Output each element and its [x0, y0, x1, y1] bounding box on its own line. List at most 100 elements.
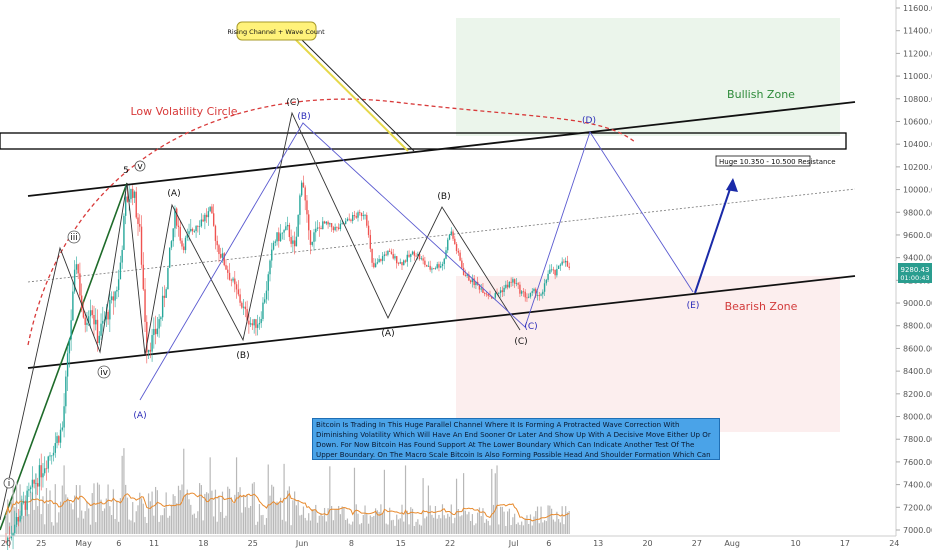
volume-bar [556, 511, 558, 534]
candle-body [554, 269, 556, 276]
volume-bar [503, 511, 505, 534]
candle-body [454, 238, 456, 245]
x-tick-label: 25 [248, 539, 258, 548]
volume-bar [334, 508, 336, 534]
volume-bar [507, 511, 509, 534]
volume-bar [392, 519, 394, 534]
y-tick-label: 7800.00 [903, 435, 932, 444]
candle-body [380, 259, 382, 261]
candle-body [418, 254, 421, 260]
candle-body [392, 253, 394, 259]
candle-body [352, 215, 354, 221]
volume-bar [487, 520, 489, 534]
volume-bar [17, 519, 19, 534]
candle-body [36, 483, 39, 487]
candle-body [417, 254, 419, 256]
x-tick-label: 13 [593, 539, 603, 548]
volume-bar [28, 514, 30, 534]
y-tick-label: 8000.00 [903, 413, 932, 422]
candle-body [56, 436, 58, 444]
volume-bar [380, 504, 382, 534]
volume-bar [489, 525, 491, 534]
y-tick-label: 7600.00 [903, 458, 932, 467]
wave-label-B-1: (B) [236, 351, 249, 361]
candle-body [211, 206, 213, 214]
volume-bar [346, 518, 349, 534]
volume-bar [170, 504, 173, 534]
volume-bar [79, 485, 81, 534]
volume-bar [508, 508, 510, 534]
candle-body [133, 191, 136, 198]
candle-body [163, 295, 166, 298]
volume-bar [190, 504, 192, 534]
candle-body [357, 212, 359, 218]
candle-body [88, 316, 90, 323]
candle-body [42, 473, 44, 478]
candle-body [350, 219, 352, 221]
candle-body [482, 288, 484, 294]
x-tick-label: 11 [149, 539, 159, 548]
volume-bar [243, 494, 245, 534]
volume-bar [385, 523, 387, 534]
candle-body [513, 279, 516, 284]
candle-body [130, 188, 132, 200]
candle-body [96, 319, 99, 344]
candle-body [533, 288, 535, 292]
volume-bar [5, 515, 7, 534]
candle-body [452, 231, 454, 239]
volume-bar [375, 508, 377, 534]
volume-bar [494, 473, 496, 534]
candle-body [323, 221, 326, 224]
candle-body [114, 291, 116, 301]
candle-body [443, 258, 445, 264]
candle-body [91, 310, 93, 315]
projection-arrow-head [726, 178, 738, 192]
candle-body [172, 228, 174, 242]
volume-bar [424, 518, 426, 534]
volume-bar [218, 495, 220, 534]
volume-bar [492, 504, 495, 534]
volume-bar [248, 507, 250, 534]
candle-body [207, 211, 210, 218]
x-tick-label: 6 [116, 539, 121, 548]
candle-body [552, 269, 555, 271]
volume-bar [109, 506, 111, 534]
volume-bar [281, 519, 283, 534]
candle-body [498, 292, 500, 294]
volume-bar [491, 468, 493, 534]
price-badge-box [898, 263, 932, 283]
candle-body [432, 268, 435, 270]
volume-bar [211, 490, 213, 534]
volume-bar [255, 524, 257, 534]
candle-body [160, 317, 162, 320]
volume-bar [142, 503, 144, 534]
candle-body [385, 254, 387, 256]
candle-body [484, 293, 486, 294]
volume-bar [396, 514, 398, 534]
candle-body [279, 233, 282, 242]
volume-bar [7, 499, 9, 534]
candle-body [327, 221, 329, 225]
candle-body [33, 479, 35, 484]
volume-bar [19, 484, 21, 534]
candle-body [542, 291, 544, 295]
x-tick-label: 18 [198, 539, 208, 548]
candle-body [28, 489, 30, 491]
volume-bar [265, 518, 268, 534]
candles [5, 175, 570, 550]
y-tick-label: 7200.00 [903, 503, 932, 512]
volume-bar [543, 520, 546, 534]
volume-bar [193, 513, 195, 534]
candle-body [397, 263, 400, 264]
volume-bar [501, 506, 503, 534]
candle-body [31, 479, 34, 488]
volume-bar [454, 517, 456, 534]
candle-body [256, 324, 259, 328]
candle-body [564, 260, 567, 263]
candle-body [117, 279, 120, 290]
candle-body [308, 214, 310, 231]
candle-body [59, 429, 62, 443]
candle-body [300, 182, 303, 196]
candle-body [89, 310, 92, 317]
